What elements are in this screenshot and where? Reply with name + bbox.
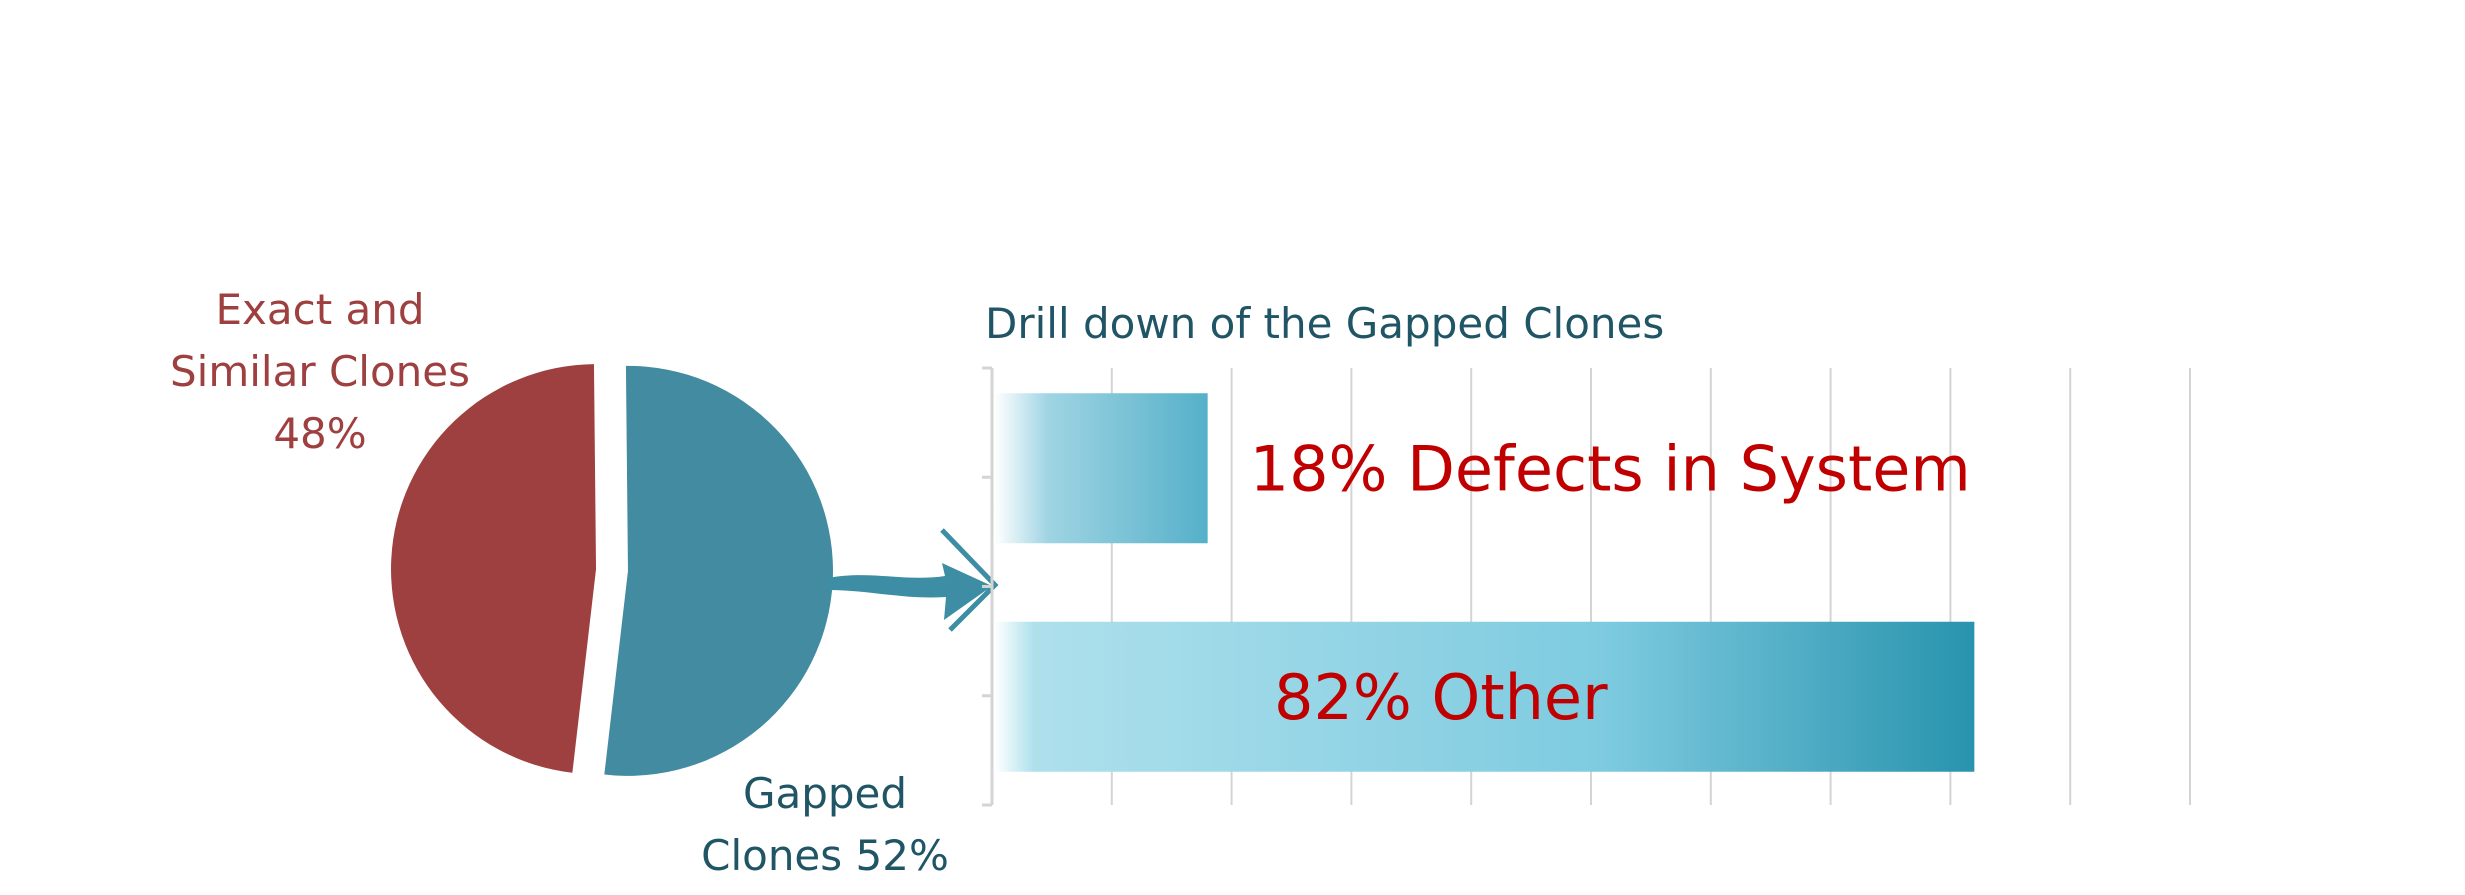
arrow-head-outline <box>940 528 999 632</box>
pie-label-gapped: Gapped Clones 52% <box>701 769 949 880</box>
pie-label-line: 48% <box>273 409 366 458</box>
drill-down-arrow-icon <box>828 528 999 632</box>
pie-label-line: Similar Clones <box>170 347 470 396</box>
pie-label-line: Exact and <box>215 285 424 334</box>
bar-chart-bars: 18% Defects in System 82% Other <box>995 393 1975 772</box>
pie-slice-0 <box>391 364 597 773</box>
pie-label-exact-similar: Exact and Similar Clones 48% <box>170 285 470 458</box>
pie-slice-1 <box>604 365 833 776</box>
bar-chart-axis <box>982 366 994 807</box>
bar-label-1: 82% Other <box>1274 661 1608 734</box>
pie-label-line: Clones 52% <box>701 831 949 880</box>
arrow-shape <box>828 563 992 620</box>
bar-label-0: 18% Defects in System <box>1250 432 1971 505</box>
pie-chart <box>391 364 833 776</box>
pie-label-line: Gapped <box>743 769 907 818</box>
bar-chart-title: Drill down of the Gapped Clones <box>985 299 1664 348</box>
bar-0 <box>995 393 1208 544</box>
bar-1 <box>995 621 1975 772</box>
